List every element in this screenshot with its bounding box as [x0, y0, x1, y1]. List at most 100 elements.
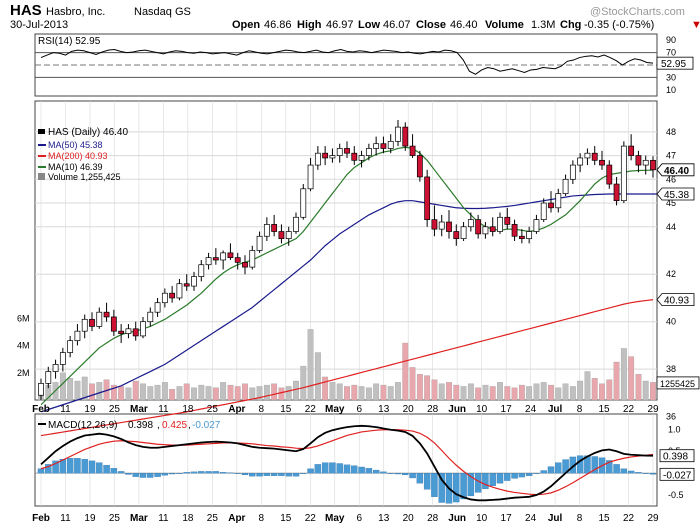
volume-bar [548, 384, 554, 401]
macd-histogram-bar [511, 472, 518, 479]
macd-histogram-bar [555, 462, 562, 474]
axis-labels: 907050301052.954847464544424038366M4M2M1… [17, 35, 700, 524]
candle-body [504, 216, 511, 225]
macd-histogram-bar [394, 472, 402, 475]
macd-histogram-bar [482, 472, 489, 490]
macd-histogram-bar [154, 472, 161, 477]
open-value: 46.86 [264, 19, 292, 31]
price-date-label: 10 [476, 404, 488, 415]
candle-body [650, 159, 656, 171]
volume-bar [271, 383, 278, 401]
high-value: 46.97 [326, 19, 354, 31]
volume-tick-label: 2M [17, 368, 30, 378]
macd-histogram-bar [249, 472, 256, 477]
price-date-label: 20 [403, 404, 415, 415]
candle-body [81, 318, 88, 332]
volume-bar [467, 383, 474, 401]
candle-body [606, 164, 613, 185]
macd-date-label: 24 [525, 513, 537, 524]
legend-ma200: MA(200) 40.93 [48, 151, 108, 161]
volume-bar [293, 380, 299, 401]
volume-bar [322, 376, 329, 401]
volume-bar [234, 386, 241, 401]
price-tag-box [656, 163, 695, 177]
volume-bar [569, 386, 576, 401]
macd-histogram-bar [504, 472, 511, 481]
macd-date-label: 18 [182, 513, 194, 524]
volume-bar [205, 386, 212, 401]
candle-body [562, 178, 569, 194]
volume-bar [198, 384, 205, 401]
candle-body [380, 143, 387, 149]
macd-date-label: 15 [598, 513, 610, 524]
volume-bar [300, 365, 307, 401]
price-tick-label: 47 [666, 151, 676, 161]
candle-body [416, 155, 423, 178]
volume-bar [453, 384, 460, 401]
price-tag-label: 45.38 [664, 190, 689, 201]
macd-histogram-bar [59, 458, 67, 474]
volume-bar [613, 361, 620, 401]
price-panel [34, 100, 658, 401]
macd-histogram-bar [66, 458, 74, 474]
candle-body [467, 219, 474, 228]
macd-legend: MACD(12,26,9) 0.398 , 0.425 , -0.027 [38, 420, 221, 431]
macd-histogram-bar [416, 472, 424, 484]
rsi-title: RSI(14) 52.95 [38, 36, 101, 47]
price-tag-label: 40.93 [664, 296, 689, 307]
macd-date-label: 28 [427, 513, 439, 524]
volume-bar [147, 386, 154, 401]
candle-body [154, 302, 161, 313]
low-label: Low [358, 19, 380, 31]
rsi-tick-label: 70 [666, 48, 676, 58]
candle-body [161, 292, 168, 304]
macd-histogram-bar [285, 472, 292, 477]
candle-body [212, 257, 219, 261]
price-date-label: 17 [501, 404, 513, 415]
price-tag-label: 46.40 [664, 166, 689, 177]
volume-bar [365, 387, 372, 401]
macd-histogram-bar [649, 472, 657, 475]
open-label: Open [232, 19, 260, 31]
close-value: 46.40 [450, 19, 478, 31]
volume-bar [446, 382, 452, 401]
macd-histogram-bar [190, 471, 198, 474]
volume-bar [212, 387, 219, 401]
macd-histogram-bar [635, 472, 642, 474]
candle-body [358, 155, 365, 161]
volume-tick-label: 6M [17, 314, 30, 324]
candle-body [110, 316, 117, 332]
candle-body [314, 152, 321, 166]
macd-histogram-bar [88, 460, 96, 474]
macd-histogram-bar [423, 472, 431, 490]
macd-histogram-bar [547, 466, 555, 474]
volume-bar [329, 382, 336, 401]
exchange-name: Nasdaq GS [134, 6, 191, 18]
macd-date-label: 8 [259, 513, 265, 524]
macd-histogram-bar [161, 472, 169, 476]
price-date-label: 8 [577, 404, 583, 415]
price-date-label: Jul [548, 404, 563, 415]
volume-bar [402, 342, 409, 401]
macd-histogram-bar [613, 464, 620, 474]
volume-bar [59, 372, 66, 401]
candle-body [336, 148, 343, 156]
volume-bar [256, 386, 263, 401]
price-date-label: 15 [598, 404, 610, 415]
volume-bar [74, 380, 81, 401]
price-tag-box [656, 293, 695, 307]
macd-histogram-bar [307, 468, 314, 474]
volume-bar [183, 383, 190, 401]
price-date-label: 18 [182, 404, 194, 415]
candle-body [489, 226, 496, 232]
volume-bar [249, 387, 256, 401]
ma200-line [40, 299, 654, 437]
macd-histogram-bar [263, 472, 271, 476]
candle-body [322, 152, 329, 159]
candle-body [511, 224, 518, 237]
candle-body [125, 328, 132, 334]
volume-bar [409, 367, 416, 401]
volume-bar [125, 387, 132, 401]
price-tick-label: 40 [666, 317, 676, 327]
